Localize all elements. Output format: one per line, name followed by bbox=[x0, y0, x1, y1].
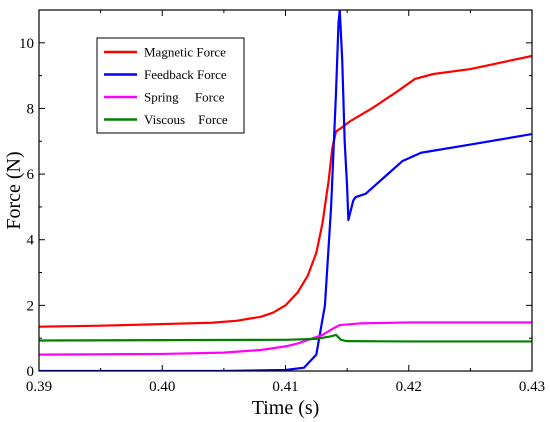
series-line-1 bbox=[39, 10, 532, 371]
x-axis-title: Time (s) bbox=[252, 397, 320, 419]
x-tick-label: 0.39 bbox=[26, 379, 52, 395]
legend-box bbox=[96, 37, 245, 134]
x-tick-label: 0.42 bbox=[396, 379, 422, 395]
series-line-0 bbox=[39, 54, 532, 328]
legend-label-2: Spring Force bbox=[144, 90, 225, 105]
legend-label-0: Magnetic Force bbox=[144, 45, 226, 60]
y-tick-label: 8 bbox=[27, 101, 35, 117]
y-axis-title: Force (N) bbox=[3, 151, 25, 229]
legend-label-3: Viscous Force bbox=[144, 112, 228, 127]
series-line-2 bbox=[39, 321, 532, 356]
series-lines bbox=[39, 10, 532, 371]
x-tick-label: 0.41 bbox=[272, 379, 298, 395]
legend-label-1: Feedback Force bbox=[144, 67, 227, 82]
y-tick-label: 10 bbox=[19, 36, 34, 52]
series-line-3 bbox=[39, 333, 532, 343]
x-tick-label: 0.43 bbox=[519, 379, 545, 395]
y-tick-label: 4 bbox=[27, 233, 35, 249]
y-tick-label: 2 bbox=[27, 298, 35, 314]
y-tick-label: 0 bbox=[27, 364, 35, 380]
x-tick-label: 0.40 bbox=[149, 379, 175, 395]
y-tick-label: 6 bbox=[27, 167, 35, 183]
